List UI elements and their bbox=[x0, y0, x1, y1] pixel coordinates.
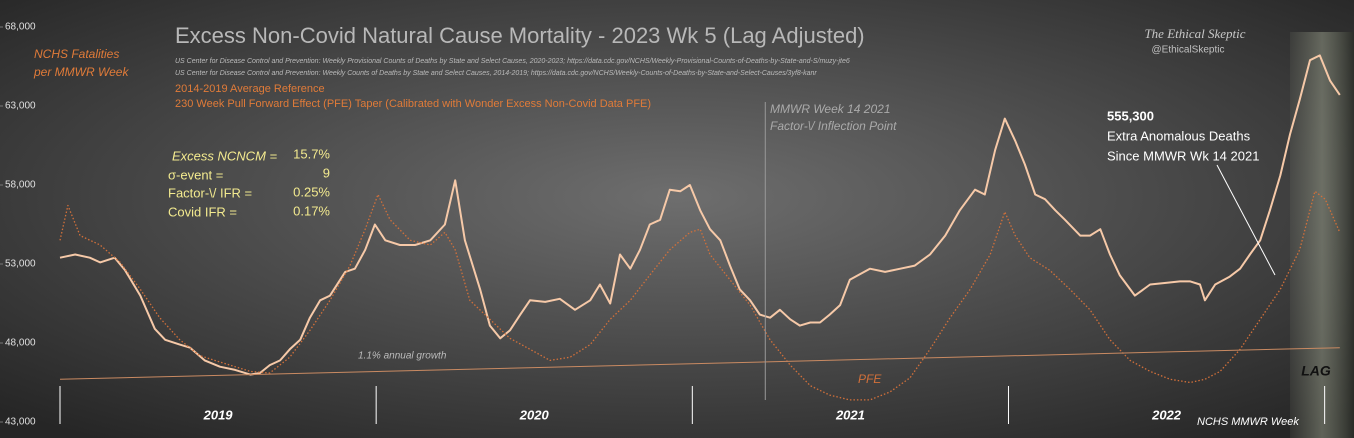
y-tick-label: 63,000 bbox=[5, 101, 36, 112]
excess-note: Extra Anomalous Deaths bbox=[1107, 128, 1251, 143]
x-tick-label: 2020 bbox=[519, 407, 550, 422]
stat-value: 0.17% bbox=[293, 203, 330, 218]
pointer bbox=[1216, 164, 1276, 276]
x-tick-label: 2022 bbox=[1151, 407, 1182, 422]
stat-label: Excess NCNCM = bbox=[172, 148, 278, 163]
excess-value: 555,300 bbox=[1107, 108, 1154, 123]
legend-entry: 2014-2019 Average Reference bbox=[175, 83, 325, 95]
stat-label: Factor-\/ IFR = bbox=[168, 185, 252, 200]
chart-title: Excess Non-Covid Natural Cause Mortality… bbox=[175, 23, 865, 48]
y-tick-label: 68,000 bbox=[5, 22, 36, 33]
inflection-label: MMWR Week 14 2021 bbox=[770, 102, 891, 116]
pfe-label: PFE bbox=[858, 372, 882, 386]
y-tick-label: 58,000 bbox=[5, 180, 36, 191]
stat-label: Covid IFR = bbox=[168, 204, 237, 219]
brand: The Ethical Skeptic bbox=[1144, 26, 1245, 41]
handle: @EthicalSkeptic bbox=[1152, 45, 1225, 56]
growth-label: 1.1% annual growth bbox=[358, 351, 447, 362]
source: US Center for Disease Control and Preven… bbox=[175, 58, 850, 65]
stat-value: 0.25% bbox=[293, 184, 330, 199]
series-line bbox=[59, 54, 1341, 376]
y-axis-label: NCHS Fatalities bbox=[34, 47, 119, 61]
y-axis-label: per MMWR Week bbox=[33, 65, 129, 79]
series-line bbox=[59, 190, 1341, 401]
stat-label: σ-event = bbox=[168, 167, 223, 182]
stat-value: 9 bbox=[323, 165, 330, 180]
lag-label: LAG bbox=[1301, 363, 1331, 379]
stat-value: 15.7% bbox=[293, 146, 330, 161]
excess-note: Since MMWR Wk 14 2021 bbox=[1107, 148, 1259, 163]
y-tick-label: 43,000 bbox=[5, 417, 36, 428]
source: US Center for Disease Control and Preven… bbox=[175, 70, 817, 77]
y-tick-label: 48,000 bbox=[5, 338, 36, 349]
x-tick-label: 2021 bbox=[835, 407, 865, 422]
y-tick-label: 53,000 bbox=[5, 259, 36, 270]
x-tick-label: 2019 bbox=[203, 407, 234, 422]
inflection-label: Factor-\/ Inflection Point bbox=[770, 119, 897, 133]
x-axis-label: NCHS MMWR Week bbox=[1197, 416, 1299, 428]
legend-entry: 230 Week Pull Forward Effect (PFE) Taper… bbox=[175, 98, 651, 110]
series-line bbox=[59, 347, 1340, 380]
